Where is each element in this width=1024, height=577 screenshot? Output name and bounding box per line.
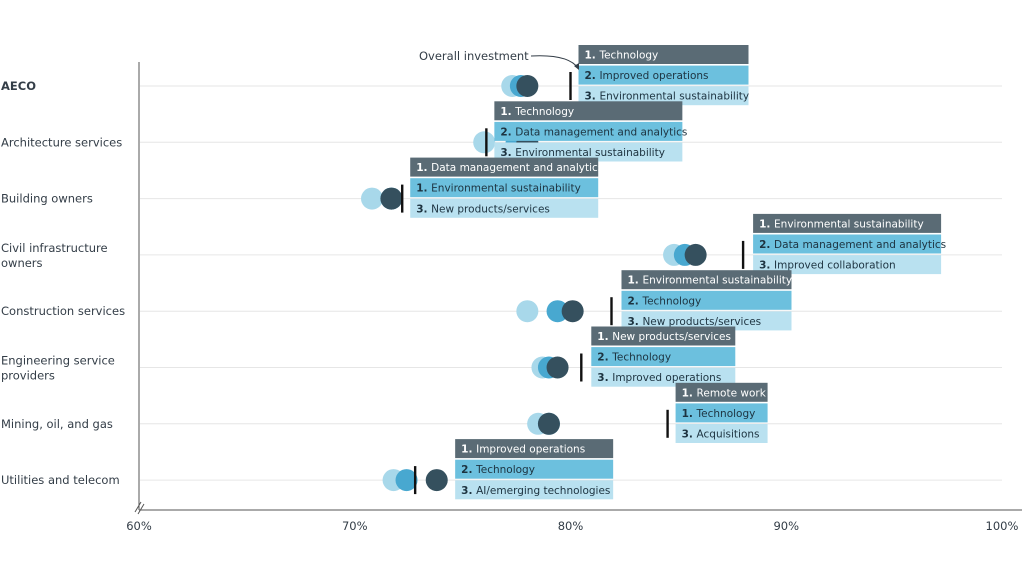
priority-box [591,367,736,387]
data-dot [473,131,496,154]
priority-box [578,65,749,85]
priority-box [675,403,768,423]
priority-box [410,198,599,218]
priority-text: 3. New products/services [416,203,550,215]
priority-box [753,234,942,254]
category-row: Construction services 1. Environmental su… [1,270,1002,331]
priority-text: 3. New products/services [627,316,761,328]
priority-text: 1. Data management and analytics [416,162,603,174]
priority-text: 2. Technology [627,295,701,307]
annotation-label: Overall investment [419,49,529,63]
data-dot [380,187,403,210]
priority-box [494,101,683,121]
priority-text: 3. Acquisitions [682,429,760,441]
category-row: Civil infrastructure owners 1. Environment… [1,213,1002,275]
data-dot [361,187,384,210]
data-dot [395,469,418,492]
priority-text: 3. AI/emerging technologies [461,485,610,497]
priority-box [621,270,792,290]
priority-text: 2. Data management and analytics [759,239,946,251]
priority-text: 1. Environmental sustainability [416,183,581,195]
data-dot [425,469,448,492]
priority-text: 1. New products/services [597,331,731,343]
x-tick-label: 60% [126,519,152,533]
data-dot [546,356,569,379]
priority-text: 1. Technology [585,50,659,62]
category-label: Engineering service providers [1,354,115,383]
priority-text: 1. Improved operations [461,444,585,456]
data-dot [561,300,584,323]
priority-box [675,382,768,402]
priority-box [675,424,768,443]
category-label: AECO [1,79,36,93]
priority-box [455,459,614,479]
priority-text: 3. Environmental sustainability [585,91,750,103]
priority-box [621,290,792,310]
x-tick-label: 90% [773,519,799,533]
priority-box [455,439,614,459]
priority-box [410,178,599,198]
data-dot [516,300,539,323]
priority-box [578,45,749,64]
priority-box [494,142,683,162]
data-dot [516,75,539,97]
category-label: Civil infrastructure owners [1,241,108,270]
category-label: Mining, oil, and gas [1,417,113,431]
priority-text: 3. Environmental sustainability [500,147,665,159]
priority-box [753,213,942,233]
priority-text: 2. Technology [461,464,535,476]
priority-text: 2. Improved operations [585,70,709,82]
axis-break-mark [134,501,145,515]
priority-box [591,347,736,367]
category-row: Engineering service providers 1. New produ… [1,326,1002,387]
priority-box [578,86,749,106]
category-label: Construction services [1,304,125,318]
priority-text: 3. Improved operations [597,372,721,384]
x-tick-label: 100% [986,519,1019,533]
annotation-arrowhead [574,63,579,70]
category-row: AECO 1. Technology 2. Improved operations 3… [1,45,1002,106]
category-rows: AECO 1. Technology 2. Improved operations 3… [1,45,1002,500]
priority-text: 1. Environmental sustainability [627,275,792,287]
priority-text: 1. Environmental sustainability [759,218,924,230]
priority-text: 1. Remote work [682,387,767,399]
x-axis: 60% 70% 80% 90% 100% [126,62,1022,533]
annotation-arrow [530,55,579,69]
priority-text: 3. Improved collaboration [759,260,896,272]
data-dot [546,300,569,323]
category-row: Mining, oil, and gas 1. Remote work 1. Tec… [1,382,1002,443]
priority-box [410,157,599,177]
priority-box [455,480,614,500]
category-label: Utilities and telecom [1,473,120,487]
data-dot [537,412,560,435]
data-dot [684,243,707,266]
category-row: Building owners 1. Data management and an… [1,157,1002,218]
priority-text: 1. Technology [500,106,574,118]
category-row: Utilities and telecom 1. Improved operati… [1,439,1002,500]
priority-text: 2. Data management and analytics [500,126,687,138]
priority-box [621,311,792,331]
priority-box [753,255,942,275]
priority-box [494,121,683,141]
overall-investment-annotation: Overall investment [419,49,579,70]
priority-text: 1. Technology [682,408,756,420]
category-row: Architecture services 1. Technology 2. Dat… [1,101,1002,162]
category-label: Building owners [1,192,93,206]
priority-text: 2. Technology [597,352,671,364]
x-tick-label: 70% [342,519,368,533]
category-label: Architecture services [1,135,122,149]
priority-box [591,326,736,346]
x-tick-label: 80% [558,519,584,533]
